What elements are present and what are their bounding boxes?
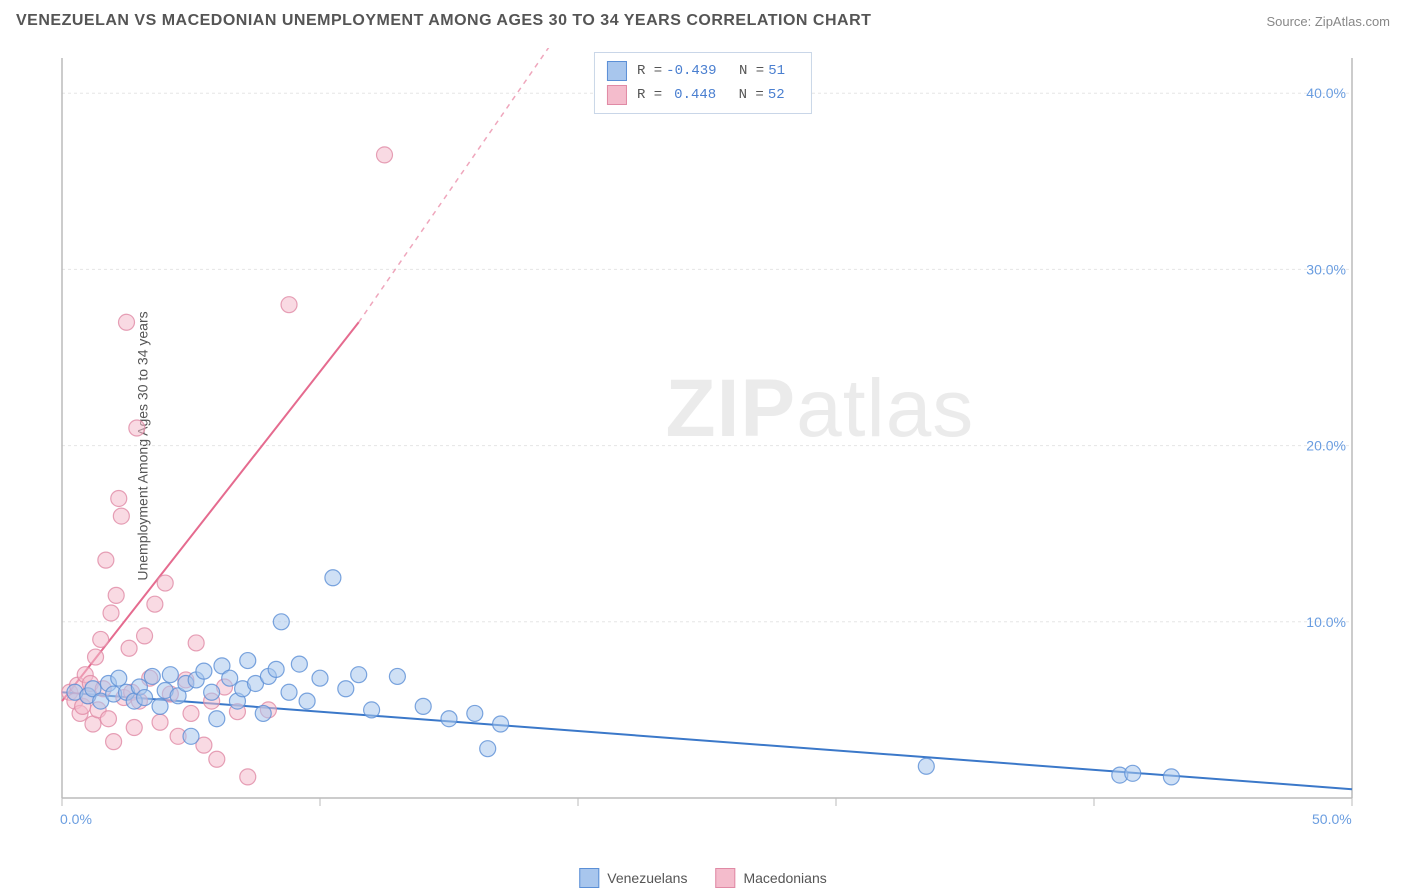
legend-item-macedonians: Macedonians [715,868,826,888]
svg-text:10.0%: 10.0% [1306,614,1346,630]
svg-text:40.0%: 40.0% [1306,85,1346,101]
legend-row-venezuelans: R =-0.439 N =51 [607,59,799,83]
chart-header: VENEZUELAN VS MACEDONIAN UNEMPLOYMENT AM… [16,12,1390,30]
correlation-legend: R =-0.439 N =51 R =0.448 N =52 [594,52,812,114]
svg-text:0.0%: 0.0% [60,811,92,827]
svg-text:50.0%: 50.0% [1312,811,1352,827]
chart-title: VENEZUELAN VS MACEDONIAN UNEMPLOYMENT AM… [16,12,871,30]
legend-label-venezuelans: Venezuelans [607,870,687,886]
swatch-macedonians [607,85,627,105]
svg-text:20.0%: 20.0% [1306,438,1346,454]
svg-text:30.0%: 30.0% [1306,261,1346,277]
swatch-venezuelans [607,61,627,81]
legend-row-macedonians: R =0.448 N =52 [607,83,799,107]
source-attribution: Source: ZipAtlas.com [1266,14,1390,29]
scatter-chart-svg: 10.0% 20.0% 30.0% 40.0% 0.0% 50.0% [52,48,1376,832]
legend-item-venezuelans: Venezuelans [579,868,687,888]
swatch-macedonians-bottom [715,868,735,888]
swatch-venezuelans-bottom [579,868,599,888]
r-stat-macedonians: R =0.448 N =52 [637,87,799,103]
r-stat-venezuelans: R =-0.439 N =51 [637,63,799,79]
legend-label-macedonians: Macedonians [743,870,826,886]
series-legend: Venezuelans Macedonians [579,868,826,888]
chart-plot-area: 10.0%20.0%30.0%40.0%0.0%50.0% ZIPatlas [52,48,1376,832]
